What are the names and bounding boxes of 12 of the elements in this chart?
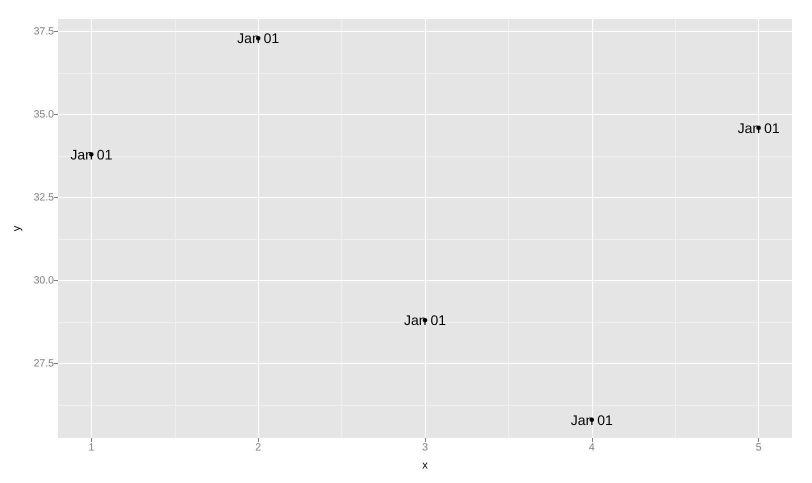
x-tick-label: 4 (588, 442, 595, 454)
y-tick-label: 27.5 (34, 357, 54, 370)
x-axis-title: x (422, 460, 428, 472)
y-tick-label: 32.5 (34, 191, 54, 204)
y-tick-label: 37.5 (34, 26, 54, 38)
y-tick-label: 30.0 (34, 274, 54, 286)
x-tick-label: 5 (756, 442, 762, 454)
y-tick-label: 35.0 (34, 108, 54, 121)
x-tick-label: 1 (88, 442, 94, 454)
x-tick-label: 3 (422, 442, 428, 454)
x-tick-label: 2 (255, 442, 262, 454)
y-axis-title: y (11, 225, 24, 232)
